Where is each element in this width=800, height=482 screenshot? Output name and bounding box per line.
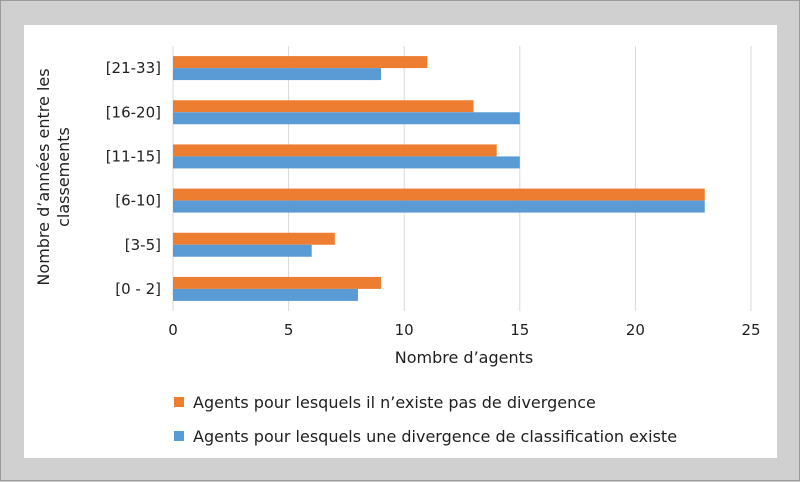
x-tick-label-4: 20 bbox=[626, 321, 645, 339]
bar-series-1-0 bbox=[173, 56, 428, 69]
bar-series-2-4 bbox=[173, 244, 312, 257]
bar-series-1-3 bbox=[173, 188, 705, 201]
y-tick-label-2: [11-15] bbox=[106, 147, 161, 165]
legend: Agents pour lesquels il n’existe pas de … bbox=[174, 393, 677, 446]
bar-series-2-0 bbox=[173, 68, 382, 81]
bar-series-2-5 bbox=[173, 288, 358, 301]
gridlines bbox=[172, 46, 752, 311]
x-tick-label-1: 5 bbox=[284, 321, 294, 339]
bar-series-2-2 bbox=[173, 156, 520, 169]
bars bbox=[173, 56, 705, 301]
y-tick-label-4: [3-5] bbox=[125, 236, 161, 254]
x-tick-label-2: 10 bbox=[395, 321, 414, 339]
y-tick-label-1: [16-20] bbox=[106, 103, 161, 121]
y-axis-title-line-1: Nombre d’années entre les bbox=[34, 68, 53, 285]
plot-area-background bbox=[24, 25, 777, 458]
legend-label-series-1: Agents pour lesquels il n’existe pas de … bbox=[193, 393, 596, 412]
x-tick-labels: 0 5 10 15 20 25 bbox=[168, 321, 760, 339]
bar-series-1-4 bbox=[173, 232, 335, 245]
x-axis-title: Nombre d’agents bbox=[395, 348, 533, 367]
legend-label-series-2: Agents pour lesquels une divergence de c… bbox=[193, 427, 677, 446]
x-tick-label-3: 15 bbox=[510, 321, 529, 339]
legend-swatch-series-2 bbox=[174, 431, 184, 441]
bar-series-1-1 bbox=[173, 100, 474, 113]
legend-swatch-series-1 bbox=[174, 397, 184, 407]
bar-series-1-5 bbox=[173, 276, 382, 289]
y-axis-title-line-2: classements bbox=[54, 127, 73, 227]
x-tick-label-5: 25 bbox=[741, 321, 760, 339]
bar-series-1-2 bbox=[173, 144, 497, 157]
bar-series-2-1 bbox=[173, 112, 520, 125]
y-tick-label-0: [21-33] bbox=[106, 59, 161, 77]
y-tick-labels: [21-33] [16-20] [11-15] [6-10] [3-5] [0 - 2] bbox=[106, 59, 161, 298]
y-axis-title: Nombre d’années entre les classements bbox=[34, 68, 73, 285]
y-tick-label-5: [0 - 2] bbox=[115, 280, 161, 298]
y-tick-label-3: [6-10] bbox=[115, 192, 161, 210]
bar-series-2-3 bbox=[173, 200, 705, 213]
x-tick-label-0: 0 bbox=[168, 321, 178, 339]
